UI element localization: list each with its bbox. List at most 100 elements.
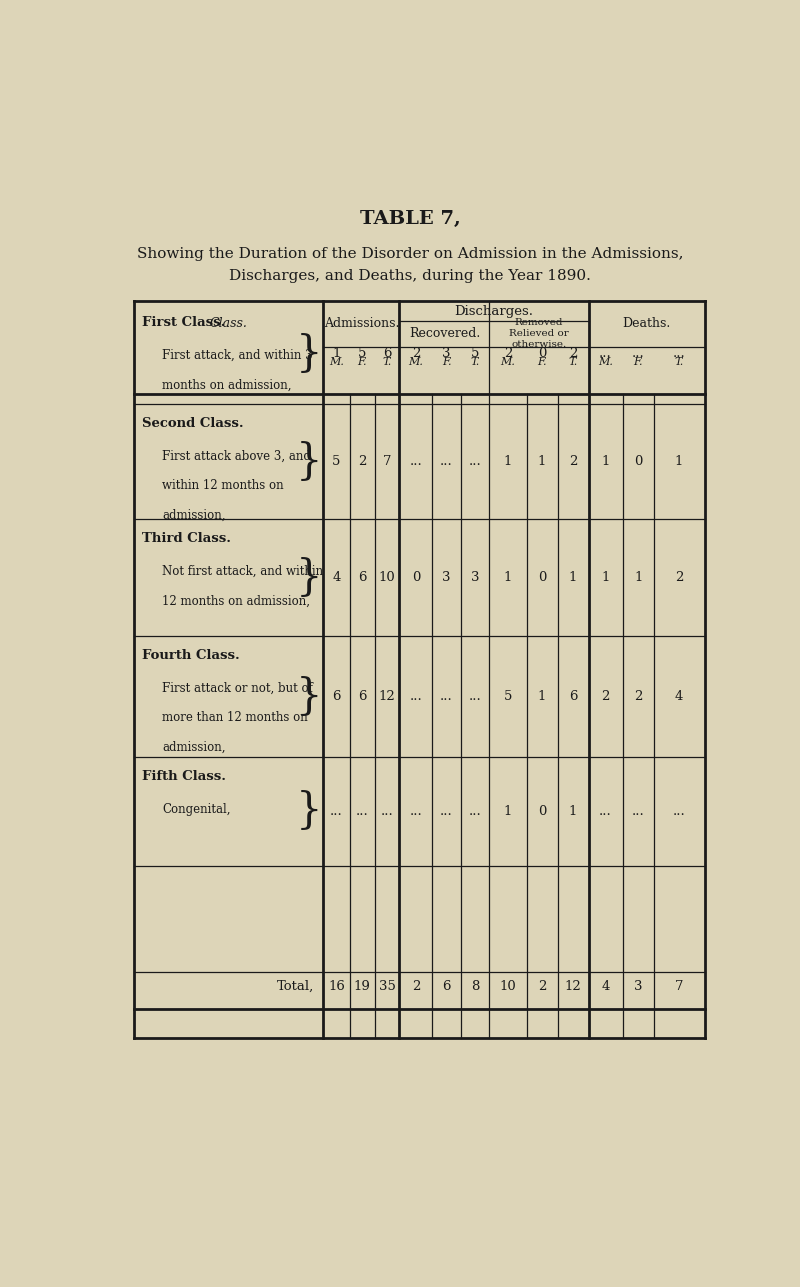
Text: Discharges.: Discharges. <box>454 305 534 318</box>
Text: Discharges, and Deaths, during the Year 1890.: Discharges, and Deaths, during the Year … <box>229 269 591 283</box>
Text: F.: F. <box>358 356 367 367</box>
Text: 1: 1 <box>569 571 578 584</box>
Text: 1: 1 <box>332 347 341 360</box>
Text: 3: 3 <box>442 571 451 584</box>
Text: ...: ... <box>469 690 482 703</box>
Text: ...: ... <box>599 347 612 360</box>
Text: M.: M. <box>598 356 613 367</box>
Text: 12 months on admission,: 12 months on admission, <box>162 595 310 607</box>
Text: Third Class.: Third Class. <box>142 532 230 544</box>
Text: 7: 7 <box>383 456 391 468</box>
Text: ...: ... <box>440 456 453 468</box>
Text: ...: ... <box>410 456 422 468</box>
Text: 5: 5 <box>471 347 479 360</box>
Text: 0: 0 <box>538 804 546 819</box>
Text: Class.: Class. <box>210 318 247 331</box>
Text: 35: 35 <box>378 979 395 992</box>
Text: 10: 10 <box>378 571 395 584</box>
Text: within 12 months on: within 12 months on <box>162 480 284 493</box>
Text: Second Class.: Second Class. <box>142 417 243 430</box>
Text: }: } <box>295 440 322 483</box>
Text: 2: 2 <box>412 347 420 360</box>
Text: Showing the Duration of the Disorder on Admission in the Admissions,: Showing the Duration of the Disorder on … <box>137 247 683 260</box>
Text: T.: T. <box>382 356 392 367</box>
Text: Deaths.: Deaths. <box>622 318 670 331</box>
Text: 6: 6 <box>332 690 341 703</box>
Text: Congenital,: Congenital, <box>162 803 230 816</box>
Text: 2: 2 <box>675 571 683 584</box>
Text: ...: ... <box>469 456 482 468</box>
Text: F.: F. <box>538 356 547 367</box>
Text: ...: ... <box>410 690 422 703</box>
Text: 6: 6 <box>569 690 578 703</box>
Text: 0: 0 <box>412 571 420 584</box>
Text: ...: ... <box>632 804 645 819</box>
Text: 1: 1 <box>569 804 578 819</box>
Text: 2: 2 <box>504 347 512 360</box>
Text: 0: 0 <box>538 347 546 360</box>
Text: 3: 3 <box>442 347 451 360</box>
Text: 19: 19 <box>354 979 370 992</box>
Text: }: } <box>295 556 322 598</box>
Text: 1: 1 <box>504 571 512 584</box>
Text: T.: T. <box>569 356 578 367</box>
Text: ...: ... <box>410 804 422 819</box>
Text: 1: 1 <box>538 690 546 703</box>
Text: 16: 16 <box>328 979 345 992</box>
Text: First attack, and within 3: First attack, and within 3 <box>162 349 313 362</box>
Text: }: } <box>295 332 322 375</box>
Text: First Class.: First Class. <box>142 317 225 329</box>
Text: 2: 2 <box>569 347 578 360</box>
Text: TABLE 7,: TABLE 7, <box>360 210 460 228</box>
Text: ...: ... <box>673 347 686 360</box>
Text: 1: 1 <box>538 456 546 468</box>
Text: months on admission,: months on admission, <box>162 378 291 391</box>
Text: F.: F. <box>634 356 643 367</box>
Text: admission,: admission, <box>162 741 226 754</box>
Text: ...: ... <box>330 804 343 819</box>
Text: T.: T. <box>470 356 480 367</box>
Text: 7: 7 <box>675 979 683 992</box>
Text: 2: 2 <box>569 456 578 468</box>
Text: 5: 5 <box>358 347 366 360</box>
Text: Admissions.: Admissions. <box>324 318 399 331</box>
Text: ...: ... <box>599 804 612 819</box>
Text: 2: 2 <box>538 979 546 992</box>
Text: ...: ... <box>440 804 453 819</box>
Text: ...: ... <box>673 804 686 819</box>
Text: 2: 2 <box>634 690 642 703</box>
Text: 8: 8 <box>471 979 479 992</box>
Text: M.: M. <box>501 356 515 367</box>
Text: 6: 6 <box>383 347 391 360</box>
Text: ...: ... <box>440 690 453 703</box>
Text: Not first attack, and within: Not first attack, and within <box>162 565 323 578</box>
Text: 4: 4 <box>332 571 341 584</box>
Text: 4: 4 <box>602 979 610 992</box>
Text: admission,: admission, <box>162 510 226 523</box>
Text: First attack above 3, and: First attack above 3, and <box>162 449 311 463</box>
Text: 12: 12 <box>378 690 395 703</box>
Text: 0: 0 <box>634 456 642 468</box>
Text: 3: 3 <box>634 979 642 992</box>
Text: 1: 1 <box>634 571 642 584</box>
Text: ...: ... <box>381 804 394 819</box>
Text: 5: 5 <box>332 456 341 468</box>
Text: 1: 1 <box>675 456 683 468</box>
Text: First attack or not, but of: First attack or not, but of <box>162 682 313 695</box>
Text: 2: 2 <box>358 456 366 468</box>
Text: F.: F. <box>442 356 451 367</box>
Text: M.: M. <box>409 356 423 367</box>
Text: 3: 3 <box>471 571 479 584</box>
Text: 6: 6 <box>442 979 451 992</box>
Text: Removed
Relieved or
otherwise.: Removed Relieved or otherwise. <box>509 318 569 349</box>
Text: Fifth Class.: Fifth Class. <box>142 770 226 782</box>
Text: 6: 6 <box>358 571 366 584</box>
Text: more than 12 months on: more than 12 months on <box>162 712 308 725</box>
Text: 6: 6 <box>358 690 366 703</box>
Text: 1: 1 <box>602 456 610 468</box>
Text: 5: 5 <box>504 690 512 703</box>
Text: 2: 2 <box>602 690 610 703</box>
Text: }: } <box>295 790 322 833</box>
Text: 1: 1 <box>602 571 610 584</box>
Text: 0: 0 <box>538 571 546 584</box>
